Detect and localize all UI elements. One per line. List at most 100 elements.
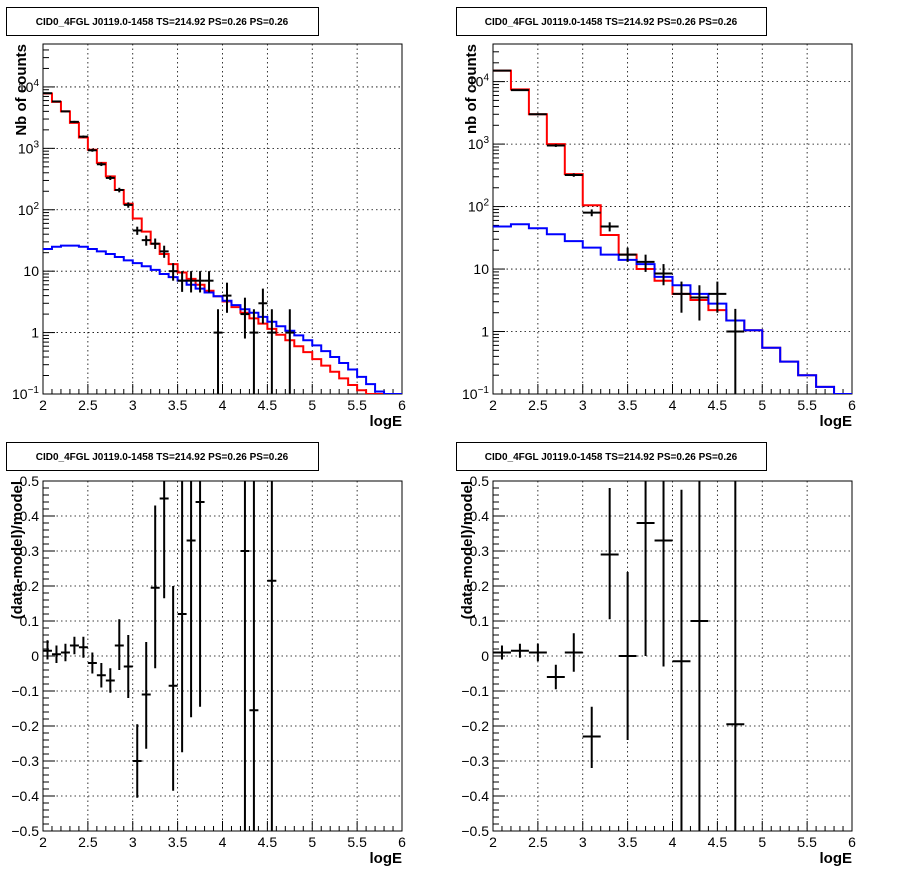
x-tick-label: 5.5: [347, 834, 367, 850]
data-point: [186, 481, 196, 718]
data-point: [510, 643, 529, 658]
x-axis-ticks: [42, 384, 403, 394]
y-tick-label: 0.1: [20, 613, 40, 629]
data-point: [87, 148, 97, 152]
x-tick-label: 3: [129, 397, 137, 413]
x-tick-label: 2: [39, 834, 47, 850]
y-axis-ticks: [493, 43, 505, 395]
data-point: [150, 238, 160, 249]
chart-title-box: [456, 7, 767, 36]
data-point: [177, 481, 187, 753]
data-point: [78, 636, 88, 658]
y-tick-label: 10−1: [462, 385, 489, 402]
data-point: [726, 481, 745, 831]
x-tick-label: 4: [219, 834, 227, 850]
data-point: [528, 643, 547, 662]
y-axis-label: nb of counts: [463, 44, 480, 134]
x-tick-label: 4.5: [258, 834, 278, 850]
data-point: [60, 643, 70, 662]
data-point: [708, 281, 727, 313]
x-tick-label: 2.5: [78, 397, 98, 413]
data-point: [726, 308, 745, 394]
chart-title: CID0_4FGL J0119.0-1458 TS=214.92 PS=0.26…: [36, 452, 289, 463]
data-point: [195, 271, 205, 293]
y-tick-label: 104: [468, 73, 490, 90]
grid: [493, 481, 852, 831]
data-point: [168, 586, 178, 791]
x-axis-ticks: [42, 821, 403, 831]
y-axis-ticks: [493, 480, 505, 832]
data-point: [195, 481, 205, 707]
x-tick-label: 4: [219, 397, 227, 413]
data-point: [636, 481, 655, 656]
y-tick-label: 1: [31, 325, 39, 341]
data-point: [114, 187, 124, 193]
x-axis-label: logE: [820, 850, 853, 867]
x-tick-label: 2.5: [78, 834, 98, 850]
y-axis-label: Nb of counts: [13, 44, 30, 136]
y-tick-label: 0.4: [470, 508, 490, 524]
data-point: [249, 309, 259, 394]
x-axis-ticks: [492, 384, 853, 394]
y-tick-label: 0.5: [470, 473, 490, 489]
y-tick-label: 0.2: [470, 578, 490, 594]
data-point: [96, 162, 106, 167]
x-axis-label: logE: [370, 850, 403, 867]
data-point: [114, 619, 124, 670]
x-tick-label: 4.5: [708, 834, 728, 850]
data-point: [240, 297, 250, 339]
x-tick-label: 3: [579, 397, 587, 413]
x-tick-label: 3: [579, 834, 587, 850]
data-point: [141, 235, 151, 246]
x-axis-ticks: [492, 821, 853, 831]
data-point: [43, 640, 52, 660]
x-tick-label: 3.5: [618, 397, 638, 413]
data-point: [141, 642, 151, 749]
data-point: [600, 488, 619, 620]
data-point: [123, 635, 133, 698]
data-point: [528, 113, 547, 116]
y-tick-label: 0.3: [470, 543, 490, 559]
y-tick-label: −0.3: [461, 753, 489, 769]
y-tick-label: 0.3: [20, 543, 40, 559]
data-point: [285, 309, 295, 394]
data-point: [240, 481, 250, 831]
data-point: [132, 724, 142, 798]
y-tick-label: 10−1: [12, 385, 39, 402]
y-tick-label: −0.1: [461, 683, 489, 699]
x-tick-label: 3.5: [618, 834, 638, 850]
data-point: [159, 481, 169, 599]
data-point: [546, 664, 565, 690]
x-tick-label: 4: [669, 834, 677, 850]
y-tick-label: −0.4: [11, 788, 39, 804]
x-tick-label: 5: [758, 397, 766, 413]
x-tick-label: 6: [848, 834, 856, 850]
y-axis-label: (data-model)/model: [459, 481, 476, 619]
x-axis-label: logE: [370, 413, 403, 430]
chart-panel-2: CID0_4FGL J0119.0-1458 TS=214.92 PS=0.26…: [456, 7, 856, 430]
data-point: [636, 254, 655, 272]
chart-panel-3: CID0_4FGL J0119.0-1458 TS=214.92 PS=0.26…: [6, 442, 406, 867]
chart-title-box: [6, 442, 319, 471]
data-point: [51, 645, 61, 663]
data-point: [177, 271, 187, 292]
y-tick-label: 104: [18, 78, 40, 95]
data-point: [582, 209, 601, 217]
y-tick-label: 0: [31, 648, 39, 664]
x-axis-label: logE: [820, 413, 853, 430]
x-tick-label: 3: [129, 834, 137, 850]
y-tick-label: −0.2: [461, 718, 489, 734]
data-point: [618, 247, 637, 262]
data-point: [69, 636, 79, 655]
y-tick-label: −0.5: [461, 823, 489, 839]
data-point: [564, 173, 583, 177]
data-point: [105, 668, 115, 693]
data-point: [672, 281, 691, 313]
y-tick-label: −0.3: [11, 753, 39, 769]
x-tick-label: 5: [758, 834, 766, 850]
y-tick-label: −0.5: [11, 823, 39, 839]
data-point: [654, 481, 673, 667]
y-tick-label: 0.1: [470, 613, 490, 629]
grid: [43, 481, 402, 831]
